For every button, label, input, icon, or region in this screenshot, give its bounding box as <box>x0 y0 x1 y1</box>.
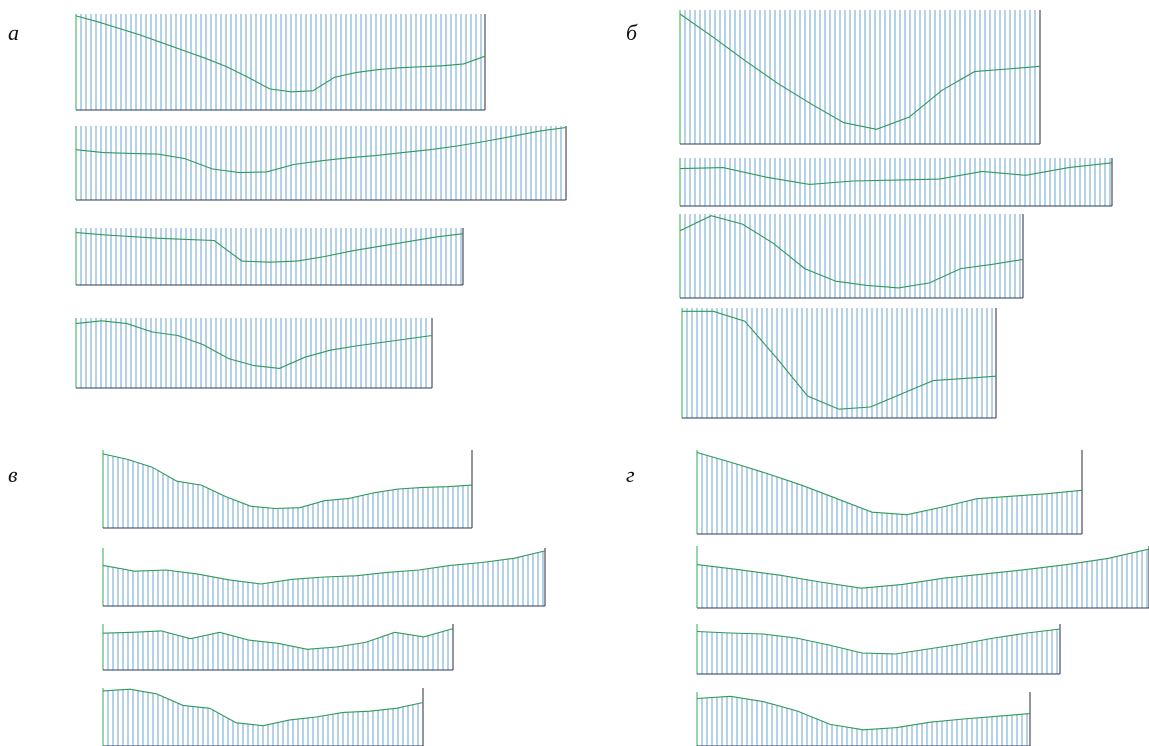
profile-curve <box>102 688 424 727</box>
panel-label-g: г <box>626 462 635 487</box>
profile-curve <box>102 628 454 650</box>
profile-curve <box>102 550 546 585</box>
panel-label-v: в <box>8 462 18 487</box>
profile-curve <box>679 215 1024 289</box>
panel-label-b: б <box>626 20 638 45</box>
profile-curve <box>682 310 997 410</box>
profile-curve <box>696 695 1031 731</box>
profile-curve <box>696 628 1061 655</box>
profile-curve <box>696 548 1149 589</box>
panel-label-a: а <box>8 20 19 45</box>
profile-curve <box>75 15 486 93</box>
profile-curve <box>75 232 464 263</box>
profile-curve <box>75 126 567 174</box>
profile-curve <box>679 13 1041 130</box>
profile-curve <box>679 162 1113 185</box>
profile-curve <box>75 320 433 369</box>
profile-curve <box>102 453 473 510</box>
profile-curve <box>696 451 1083 516</box>
